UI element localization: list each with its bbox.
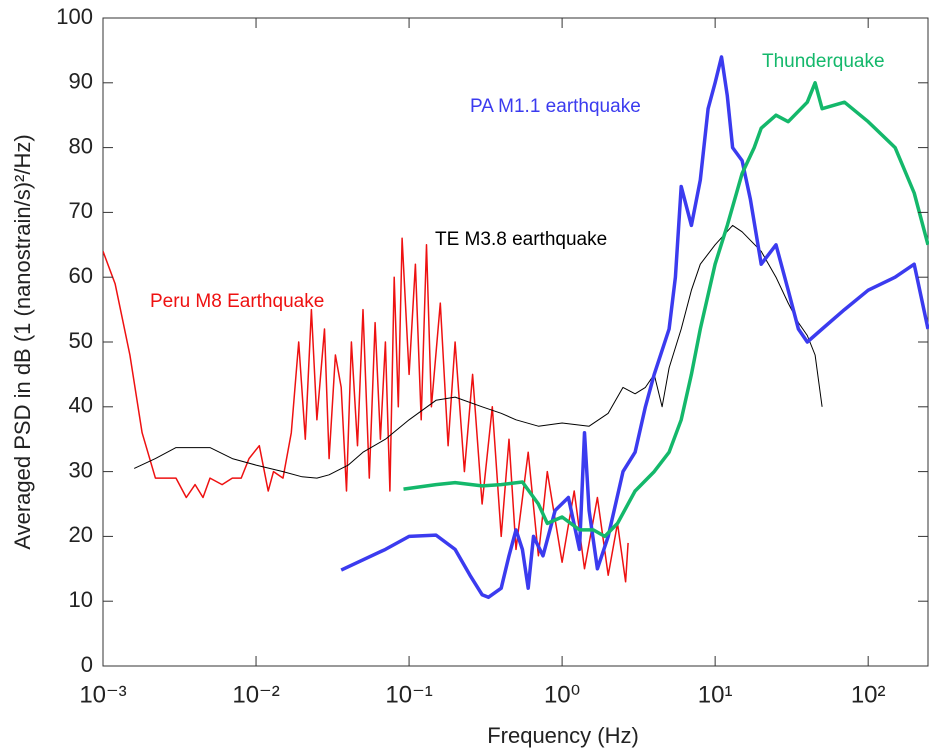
y-tick-label: 60 bbox=[69, 263, 93, 288]
y-tick-label: 100 bbox=[56, 4, 93, 29]
series-group bbox=[103, 55, 929, 600]
y-tick-label: 40 bbox=[69, 393, 93, 418]
x-axis-title: Frequency (Hz) bbox=[487, 723, 639, 748]
x-tick-label: 10⁻² bbox=[232, 681, 279, 708]
x-tick-label: 10² bbox=[851, 681, 886, 708]
x-tick-label: 10⁰ bbox=[544, 681, 580, 708]
series-line bbox=[103, 237, 629, 583]
series-line bbox=[403, 81, 929, 539]
y-tick-label: 50 bbox=[69, 328, 93, 353]
series-label: PA M1.1 earthquake bbox=[470, 96, 641, 117]
y-tick-label: 20 bbox=[69, 522, 93, 547]
series-line bbox=[340, 55, 929, 600]
y-tick-label: 90 bbox=[69, 69, 93, 94]
x-tick-label: 10⁻³ bbox=[79, 681, 126, 708]
x-tick-label: 10⁻¹ bbox=[385, 681, 432, 708]
y-tick-label: 30 bbox=[69, 457, 93, 482]
series-line bbox=[133, 224, 823, 479]
y-tick-label: 10 bbox=[69, 587, 93, 612]
series-label: Thunderquake bbox=[762, 51, 885, 72]
y-axis-title: Averaged PSD in dB (1 (nanostrain/s)²/Hz… bbox=[10, 134, 35, 549]
y-tick-label: 80 bbox=[69, 133, 93, 158]
series-label: Peru M8 Earthquake bbox=[150, 291, 324, 312]
series-label: TE M3.8 earthquake bbox=[435, 229, 607, 250]
y-tick-label: 70 bbox=[69, 198, 93, 223]
y-tick-label: 0 bbox=[81, 652, 93, 677]
x-tick-label: 10¹ bbox=[698, 681, 733, 708]
